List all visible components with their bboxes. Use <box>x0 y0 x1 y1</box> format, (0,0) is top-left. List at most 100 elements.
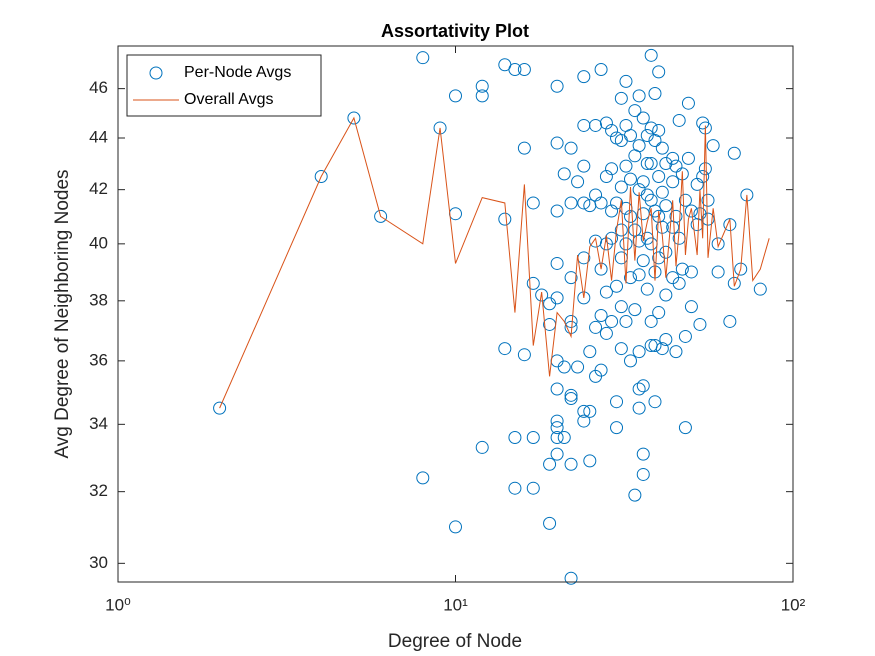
scatter-point <box>583 454 597 468</box>
scatter-point <box>666 151 680 165</box>
scatter-point <box>610 395 624 409</box>
scatter-point <box>655 185 669 199</box>
y-tick-label: 34 <box>89 414 108 433</box>
scatter-point <box>564 314 578 328</box>
scatter-point <box>632 345 646 359</box>
scatter-point <box>678 193 692 207</box>
scatter-point <box>564 571 578 585</box>
scatter-point <box>711 237 725 251</box>
scatter-point <box>659 288 673 302</box>
plot-area <box>213 48 770 585</box>
scatter-point <box>416 471 430 485</box>
scatter-point <box>475 79 489 93</box>
scatter-point <box>599 116 613 130</box>
scatter-point <box>416 51 430 65</box>
scatter-point <box>632 268 646 282</box>
x-tick-label: 10¹ <box>443 595 468 614</box>
scatter-point <box>684 265 698 279</box>
scatter-point <box>614 300 628 314</box>
scatter-point <box>508 481 522 495</box>
y-tick-label: 38 <box>89 290 108 309</box>
legend: Per-Node Avgs Overall Avgs <box>126 54 322 117</box>
scatter-point <box>632 139 646 153</box>
scatter-point <box>599 285 613 299</box>
scatter-point <box>526 196 540 210</box>
scatter-point <box>644 121 658 135</box>
scatter-point <box>517 141 531 155</box>
scatter-point <box>564 271 578 285</box>
scatter-point <box>666 175 680 189</box>
scatter-point <box>433 121 447 135</box>
line-series <box>219 116 770 409</box>
scatter-point <box>711 265 725 279</box>
scatter-point <box>614 223 628 237</box>
scatter-point <box>614 180 628 194</box>
scatter-point <box>628 303 642 317</box>
scatter-point <box>594 363 608 377</box>
scatter-point <box>623 172 637 186</box>
scatter-point <box>517 348 531 362</box>
scatter-point <box>632 401 646 415</box>
scatter-point <box>550 204 564 218</box>
scatter-point <box>594 309 608 323</box>
scatter-point <box>623 209 637 223</box>
scatter-point <box>701 193 715 207</box>
scatter-point <box>636 111 650 125</box>
scatter-point <box>449 520 462 534</box>
scatter-point <box>672 276 686 290</box>
scatter-point <box>727 146 741 160</box>
scatter-point <box>648 86 662 100</box>
scatter-point <box>669 209 683 223</box>
scatter-point <box>628 488 642 502</box>
scatter-point <box>535 288 549 302</box>
scatter-point <box>583 345 597 359</box>
scatter-point <box>589 118 603 132</box>
y-tick-label: 44 <box>89 127 108 146</box>
scatter-point <box>564 141 578 155</box>
scatter-point <box>550 414 564 428</box>
scatter-point <box>543 516 557 530</box>
scatter-point <box>347 111 361 125</box>
scatter-point <box>557 360 571 374</box>
scatter-point <box>564 388 578 402</box>
scatter-point <box>577 414 591 428</box>
scatter-point <box>543 457 557 471</box>
scatter-point <box>675 262 689 276</box>
scatter-point <box>632 382 646 396</box>
scatter-point <box>684 300 698 314</box>
y-tick-label: 36 <box>89 350 108 369</box>
scatter-point <box>594 262 608 276</box>
scatter-point <box>753 282 767 296</box>
scatter-point <box>644 314 658 328</box>
scatter-point <box>640 157 654 171</box>
legend-label: Per-Node Avgs <box>184 64 291 81</box>
scatter-point <box>610 279 624 293</box>
scatter-point <box>550 256 564 270</box>
scatter-point <box>550 136 564 150</box>
scatter-point <box>577 291 591 305</box>
scatter-point <box>583 404 597 418</box>
scatter-point <box>623 128 637 142</box>
scatter-point <box>636 175 650 189</box>
scatter-point <box>644 157 658 171</box>
scatter-point <box>727 276 741 290</box>
scatter-point <box>550 291 564 305</box>
scatter-point <box>517 62 531 76</box>
scatter-point <box>669 345 683 359</box>
scatter-point <box>213 401 227 415</box>
y-axis-label: Avg Degree of Neighboring Nodes <box>52 169 73 458</box>
scatter-point <box>619 74 633 88</box>
scatter-point <box>652 170 666 184</box>
scatter-point <box>628 104 642 118</box>
scatter-point <box>475 440 489 454</box>
scatter-point <box>508 430 522 444</box>
x-tick-label: 10⁰ <box>105 595 131 614</box>
scatter-point <box>614 91 628 105</box>
scatter-point <box>652 123 666 137</box>
scatter-point <box>449 89 462 103</box>
scatter-point <box>605 204 619 218</box>
scatter-point <box>619 314 633 328</box>
scatter-point <box>652 306 666 320</box>
scatter-point <box>564 392 578 406</box>
